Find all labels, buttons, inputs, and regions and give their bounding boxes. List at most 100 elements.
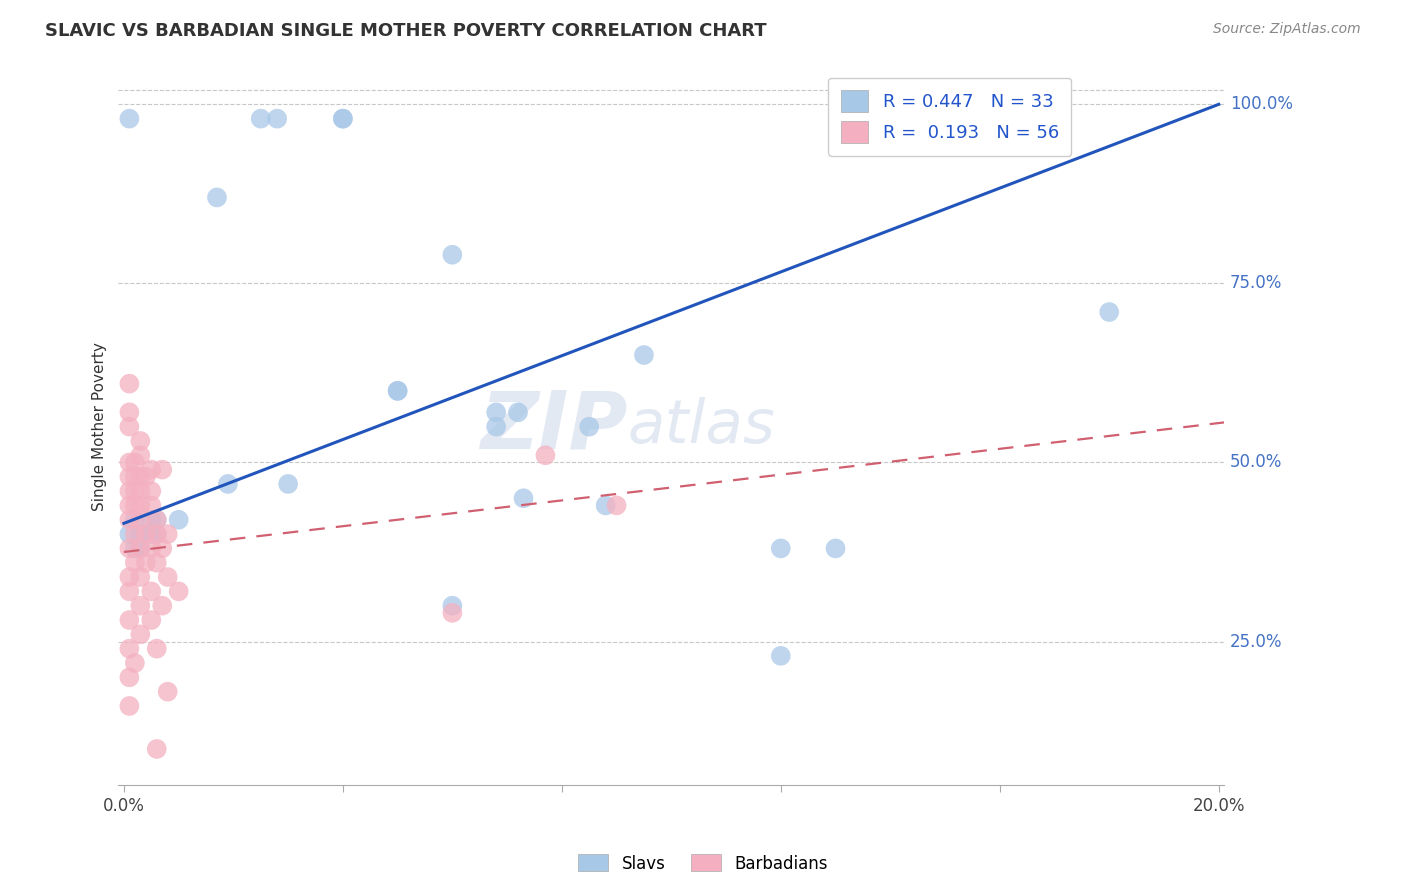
Point <box>118 584 141 599</box>
Point <box>485 419 508 434</box>
Point <box>145 641 167 656</box>
Point <box>150 599 173 613</box>
Point <box>167 513 190 527</box>
Point <box>485 405 508 419</box>
Point <box>118 513 141 527</box>
Point <box>129 541 152 556</box>
Point <box>124 541 146 556</box>
Point <box>118 469 141 483</box>
Point <box>129 527 152 541</box>
Point <box>441 248 464 262</box>
Point <box>156 684 179 698</box>
Point <box>124 499 146 513</box>
Point <box>217 477 239 491</box>
Text: ZIP: ZIP <box>479 388 627 466</box>
Point <box>129 469 152 483</box>
Point <box>129 599 152 613</box>
Point <box>141 499 163 513</box>
Point <box>135 469 157 483</box>
Point <box>332 112 354 126</box>
Point <box>124 656 146 670</box>
Legend: Slavs, Barbadians: Slavs, Barbadians <box>572 847 834 880</box>
Text: 25.0%: 25.0% <box>1230 632 1282 650</box>
Text: atlas: atlas <box>627 397 775 456</box>
Point <box>769 648 792 663</box>
Point <box>124 455 146 469</box>
Point <box>633 348 655 362</box>
Legend: R = 0.447   N = 33, R =  0.193   N = 56: R = 0.447 N = 33, R = 0.193 N = 56 <box>828 78 1071 156</box>
Point <box>1098 305 1121 319</box>
Point <box>124 513 146 527</box>
Point <box>118 641 141 656</box>
Point <box>141 613 163 627</box>
Point <box>118 613 141 627</box>
Point <box>135 527 157 541</box>
Point <box>266 112 288 126</box>
Point <box>167 584 190 599</box>
Point <box>150 541 173 556</box>
Point <box>129 484 152 499</box>
Point <box>205 190 228 204</box>
Point <box>118 570 141 584</box>
Point <box>124 469 146 483</box>
Point <box>118 541 141 556</box>
Point <box>534 448 557 462</box>
Point <box>141 484 163 499</box>
Point <box>124 556 146 570</box>
Point <box>506 405 529 419</box>
Text: Source: ZipAtlas.com: Source: ZipAtlas.com <box>1213 22 1361 37</box>
Point <box>124 527 146 541</box>
Point <box>118 455 141 469</box>
Point <box>387 384 409 398</box>
Point <box>141 541 163 556</box>
Point <box>141 584 163 599</box>
Point <box>332 112 354 126</box>
Point <box>118 376 141 391</box>
Point <box>578 419 600 434</box>
Point <box>118 670 141 684</box>
Point <box>145 742 167 756</box>
Point <box>129 627 152 641</box>
Point <box>129 499 152 513</box>
Point <box>145 556 167 570</box>
Point <box>118 405 141 419</box>
Point <box>129 513 152 527</box>
Text: 100.0%: 100.0% <box>1230 95 1292 113</box>
Point <box>606 499 628 513</box>
Point <box>441 606 464 620</box>
Text: SLAVIC VS BARBADIAN SINGLE MOTHER POVERTY CORRELATION CHART: SLAVIC VS BARBADIAN SINGLE MOTHER POVERT… <box>45 22 766 40</box>
Point <box>156 527 179 541</box>
Point <box>277 477 299 491</box>
Point <box>595 499 617 513</box>
Point <box>441 599 464 613</box>
Point <box>129 541 152 556</box>
Point <box>129 570 152 584</box>
Point <box>145 527 167 541</box>
Point <box>512 491 534 506</box>
Point <box>141 513 163 527</box>
Point <box>129 434 152 448</box>
Point <box>118 527 141 541</box>
Point <box>141 527 163 541</box>
Y-axis label: Single Mother Poverty: Single Mother Poverty <box>93 343 107 511</box>
Point <box>145 513 167 527</box>
Point <box>118 698 141 713</box>
Point <box>769 541 792 556</box>
Point <box>150 462 173 476</box>
Point <box>145 527 167 541</box>
Point <box>135 556 157 570</box>
Point <box>129 448 152 462</box>
Text: 50.0%: 50.0% <box>1230 453 1282 472</box>
Point <box>118 419 141 434</box>
Point <box>249 112 271 126</box>
Point <box>118 112 141 126</box>
Point <box>387 384 409 398</box>
Point <box>118 499 141 513</box>
Point <box>141 462 163 476</box>
Point <box>124 484 146 499</box>
Point <box>118 484 141 499</box>
Text: 75.0%: 75.0% <box>1230 275 1282 293</box>
Point <box>824 541 846 556</box>
Point <box>145 513 167 527</box>
Point <box>156 570 179 584</box>
